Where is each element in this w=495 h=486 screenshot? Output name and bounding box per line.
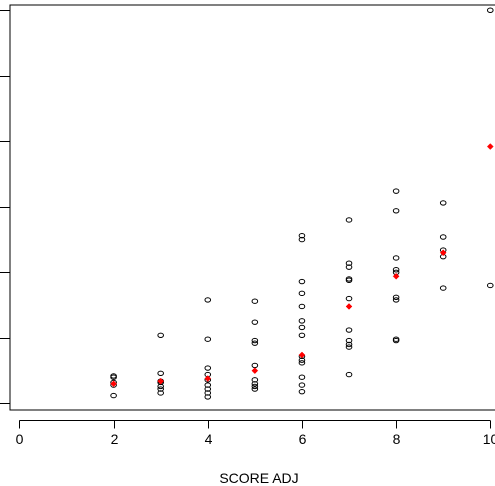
x-tick-label-6: 6 bbox=[299, 431, 307, 447]
observation-point bbox=[298, 388, 306, 395]
observation-point bbox=[345, 277, 353, 283]
data-points bbox=[110, 7, 494, 400]
x-tick-label-10: 10 bbox=[483, 431, 495, 447]
x-axis-title: SCORE ADJ bbox=[219, 470, 298, 486]
observation-point bbox=[298, 278, 306, 285]
mean-point bbox=[392, 272, 400, 280]
x-tick-label-2: 2 bbox=[111, 431, 119, 447]
mean-point bbox=[251, 367, 259, 375]
mean-point bbox=[486, 143, 494, 150]
mean-point bbox=[204, 375, 212, 382]
observation-point bbox=[392, 294, 400, 300]
observation-point bbox=[392, 255, 400, 261]
observation-point bbox=[345, 371, 353, 378]
observation-point bbox=[392, 188, 400, 194]
observation-point bbox=[298, 324, 306, 331]
observation-point bbox=[345, 217, 353, 223]
observation-point bbox=[110, 392, 117, 399]
observation-point bbox=[298, 360, 306, 366]
observation-point bbox=[251, 383, 259, 390]
x-tick-label-8: 8 bbox=[393, 431, 401, 447]
observation-point bbox=[345, 327, 353, 333]
observation-point bbox=[298, 318, 306, 324]
mean-point bbox=[439, 249, 447, 257]
observation-point bbox=[298, 382, 306, 388]
observation-point bbox=[251, 381, 259, 387]
observation-point bbox=[345, 264, 353, 270]
observation-point bbox=[345, 295, 353, 302]
observation-point bbox=[204, 394, 212, 400]
observation-point bbox=[392, 297, 400, 303]
observation-point bbox=[298, 303, 306, 310]
observation-point bbox=[392, 337, 400, 344]
observation-point bbox=[345, 344, 353, 350]
series-observations bbox=[110, 7, 494, 400]
observation-point bbox=[439, 285, 447, 291]
mean-point bbox=[110, 380, 117, 388]
observation-point bbox=[298, 236, 306, 243]
observation-point bbox=[486, 282, 494, 289]
x-tick-label-0: 0 bbox=[16, 431, 24, 447]
observation-point bbox=[392, 267, 400, 273]
observation-point bbox=[298, 332, 306, 338]
x-tick-label-4: 4 bbox=[205, 431, 213, 447]
observation-point bbox=[251, 386, 259, 392]
observation-point bbox=[298, 290, 306, 297]
observation-point bbox=[157, 390, 164, 396]
observation-point bbox=[251, 337, 259, 344]
x-axis: 0 2 4 6 8 10 bbox=[16, 420, 495, 447]
observation-point bbox=[251, 298, 259, 304]
mean-point bbox=[345, 303, 353, 310]
observation-point bbox=[204, 297, 212, 303]
observation-point bbox=[486, 7, 494, 13]
observation-point bbox=[251, 340, 259, 346]
observation-point bbox=[157, 332, 164, 338]
observation-point bbox=[392, 208, 400, 214]
observation-point bbox=[110, 374, 117, 380]
observation-point bbox=[439, 200, 447, 206]
observation-point bbox=[345, 341, 353, 348]
observation-point bbox=[439, 234, 447, 240]
y-axis bbox=[0, 10, 10, 404]
series-means bbox=[110, 143, 494, 388]
observation-point bbox=[204, 365, 212, 371]
observation-point bbox=[251, 319, 259, 325]
observation-point bbox=[298, 374, 306, 380]
mean-point bbox=[157, 377, 165, 385]
mean-point bbox=[298, 351, 306, 359]
observation-point bbox=[157, 370, 164, 377]
observation-point bbox=[204, 336, 212, 342]
